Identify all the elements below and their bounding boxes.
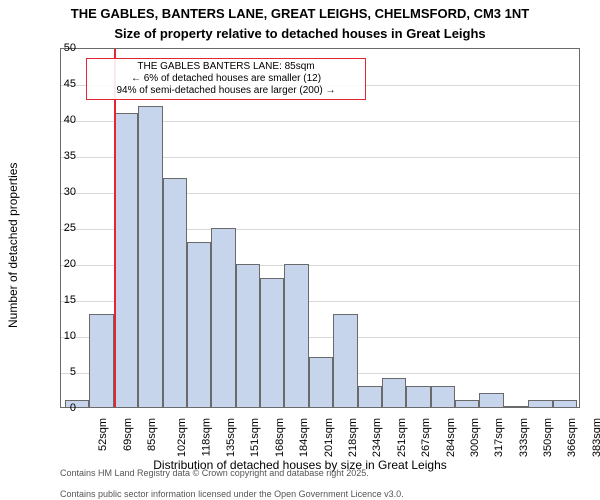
x-tick-label: 184sqm — [298, 418, 310, 457]
y-tick-label: 50 — [64, 42, 76, 54]
histogram-bar — [455, 400, 479, 407]
y-tick-label: 5 — [70, 366, 76, 378]
annotation-line: 94% of semi-detached houses are larger (… — [91, 85, 361, 97]
histogram-bar — [163, 178, 187, 407]
x-tick-label: 135sqm — [225, 418, 237, 457]
annotation-line: THE GABLES BANTERS LANE: 85sqm — [91, 61, 361, 73]
histogram-bar — [284, 264, 308, 407]
y-tick-label: 20 — [64, 258, 76, 270]
histogram-bar — [65, 400, 89, 407]
histogram-bar — [114, 113, 138, 407]
y-tick-label: 15 — [64, 294, 76, 306]
y-tick-label: 35 — [64, 150, 76, 162]
x-tick-label: 366sqm — [567, 418, 579, 457]
histogram-bar — [309, 357, 333, 407]
histogram-bar — [553, 400, 577, 407]
y-tick-label: 30 — [64, 186, 76, 198]
histogram-bar — [89, 314, 113, 407]
chart-title-line2: Size of property relative to detached ho… — [0, 26, 600, 41]
histogram-bar — [382, 378, 406, 407]
y-tick-label: 10 — [64, 330, 76, 342]
x-tick-label: 118sqm — [200, 418, 212, 456]
x-tick-label: 300sqm — [469, 418, 481, 457]
histogram-bar — [528, 400, 552, 407]
histogram-bar — [138, 106, 162, 407]
x-tick-label: 151sqm — [250, 418, 262, 457]
y-tick-label: 45 — [64, 78, 76, 90]
x-tick-label: 234sqm — [372, 418, 384, 457]
histogram-bar — [431, 386, 455, 407]
y-tick-label: 0 — [70, 402, 76, 414]
x-tick-label: 168sqm — [274, 418, 286, 457]
x-tick-label: 69sqm — [122, 418, 134, 451]
histogram-bar — [236, 264, 260, 407]
annotation-line: ← 6% of detached houses are smaller (12) — [91, 73, 361, 85]
x-axis-ticks: 52sqm 69sqm 85sqm 102sqm 118sqm 135sqm 151sqm 1… — [60, 408, 580, 458]
x-tick-label: 85sqm — [146, 418, 158, 451]
x-tick-label: 102sqm — [176, 418, 188, 457]
attribution-line1: Contains HM Land Registry data © Crown c… — [60, 468, 369, 478]
chart-title-line1: THE GABLES, BANTERS LANE, GREAT LEIGHS, … — [0, 6, 600, 21]
x-tick-label: 52sqm — [97, 418, 109, 451]
x-tick-label: 383sqm — [591, 418, 600, 457]
histogram-bar — [333, 314, 357, 407]
x-tick-label: 317sqm — [493, 418, 505, 457]
y-axis-label: Number of detached properties — [6, 163, 20, 328]
histogram-bar — [479, 393, 503, 407]
x-tick-label: 284sqm — [445, 418, 457, 457]
histogram-bar — [406, 386, 430, 407]
reference-line — [114, 49, 116, 407]
annotation-box: THE GABLES BANTERS LANE: 85sqm← 6% of de… — [86, 58, 366, 100]
histogram-bar — [504, 406, 528, 407]
x-tick-label: 218sqm — [347, 418, 359, 457]
x-tick-label: 251sqm — [396, 418, 408, 457]
x-tick-label: 333sqm — [518, 418, 530, 457]
x-tick-label: 350sqm — [542, 418, 554, 457]
histogram-bar — [187, 242, 211, 407]
histogram-bar — [211, 228, 235, 407]
x-tick-label: 267sqm — [420, 418, 432, 457]
attribution-line2: Contains public sector information licen… — [60, 489, 404, 499]
x-tick-label: 201sqm — [323, 418, 335, 457]
y-tick-label: 40 — [64, 114, 76, 126]
y-tick-label: 25 — [64, 222, 76, 234]
plot-area — [60, 48, 580, 408]
attribution-text: Contains HM Land Registry data © Crown c… — [60, 457, 404, 500]
histogram-bar — [260, 278, 284, 407]
histogram-bar — [358, 386, 382, 407]
